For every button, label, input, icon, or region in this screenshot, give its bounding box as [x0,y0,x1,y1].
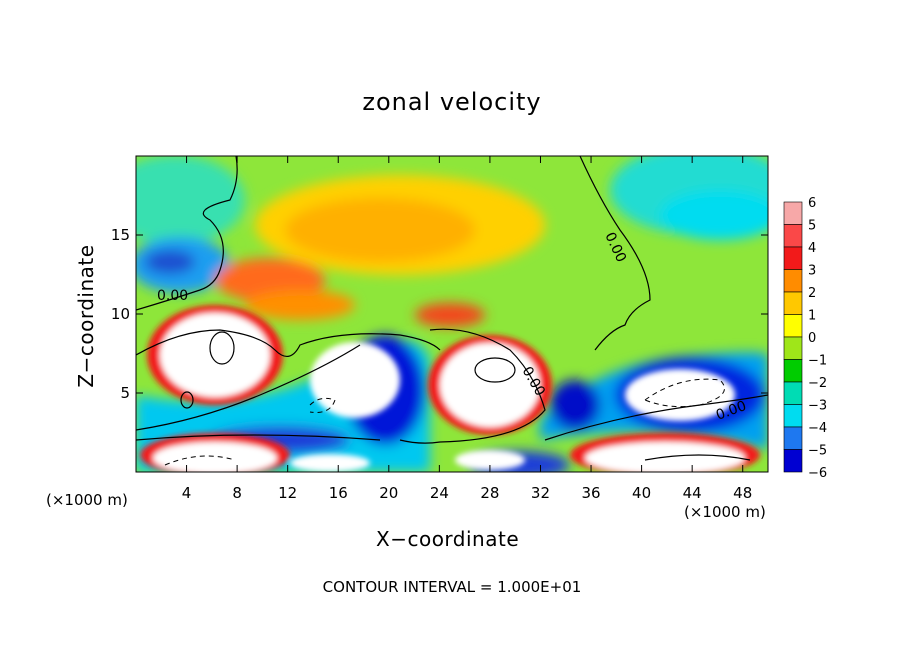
x-tick-label: 4 [182,484,192,502]
x-tick-label: 16 [329,484,348,502]
x-tick-label: 36 [581,484,600,502]
colorbar-swatch [783,246,803,270]
colorbar-label: 5 [808,219,816,234]
colorbar-swatch [783,269,803,293]
y-axis: 5 10 15 [111,226,768,402]
y-tick-label: 5 [120,384,130,402]
x-tick-label: 48 [733,484,752,502]
colorbar-label: −5 [808,444,827,459]
colorbar-swatch [783,201,803,225]
x-unit-left: (×1000 m) [46,491,128,509]
colorbar-swatch [783,224,803,248]
colorbar-label: 0 [808,331,816,346]
x-tick-label: 12 [278,484,297,502]
colorbar-swatch [783,404,803,428]
colorbar-swatch [783,314,803,338]
y-tick-label: 15 [111,226,130,244]
heatmap-field [136,156,768,472]
colorbar-label: 4 [808,241,816,256]
colorbar-swatch [783,449,803,473]
colorbar-label: −6 [808,466,827,481]
colorbar-label: −1 [808,354,827,369]
colorbar-label: −3 [808,399,827,414]
x-tick-label: 44 [683,484,702,502]
colorbar-swatch [783,359,803,383]
colorbar: 6 5 4 3 2 1 0 −1 −2 −3 −4 −5 −6 [783,196,827,481]
contour-label: 0.00 [157,288,188,304]
colorbar-label: 1 [808,309,816,324]
x-tick-label: 24 [430,484,449,502]
colorbar-label: −2 [808,376,827,391]
x-axis-label: X−coordinate [376,527,520,551]
y-axis-label: Z−coordinate [74,244,98,388]
colorbar-label: −4 [808,421,827,436]
x-axis: 4 8 12 16 20 24 28 32 36 40 44 48 [182,156,752,502]
x-tick-label: 8 [232,484,242,502]
colorbar-swatch [783,426,803,450]
contour-interval-note: CONTOUR INTERVAL = 1.000E+01 [322,578,582,596]
colorbar-swatch [783,336,803,360]
x-tick-label: 20 [379,484,398,502]
x-tick-label: 32 [531,484,550,502]
colorbar-label: 2 [808,286,816,301]
x-unit-right: (×1000 m) [684,503,766,521]
colorbar-swatch [783,381,803,405]
colorbar-label: 6 [808,196,816,211]
chart-title: zonal velocity [362,88,542,116]
colorbar-label: 3 [808,264,816,279]
colorbar-swatch [783,291,803,315]
y-tick-label: 10 [111,305,130,323]
x-tick-label: 40 [632,484,651,502]
x-tick-label: 28 [480,484,499,502]
